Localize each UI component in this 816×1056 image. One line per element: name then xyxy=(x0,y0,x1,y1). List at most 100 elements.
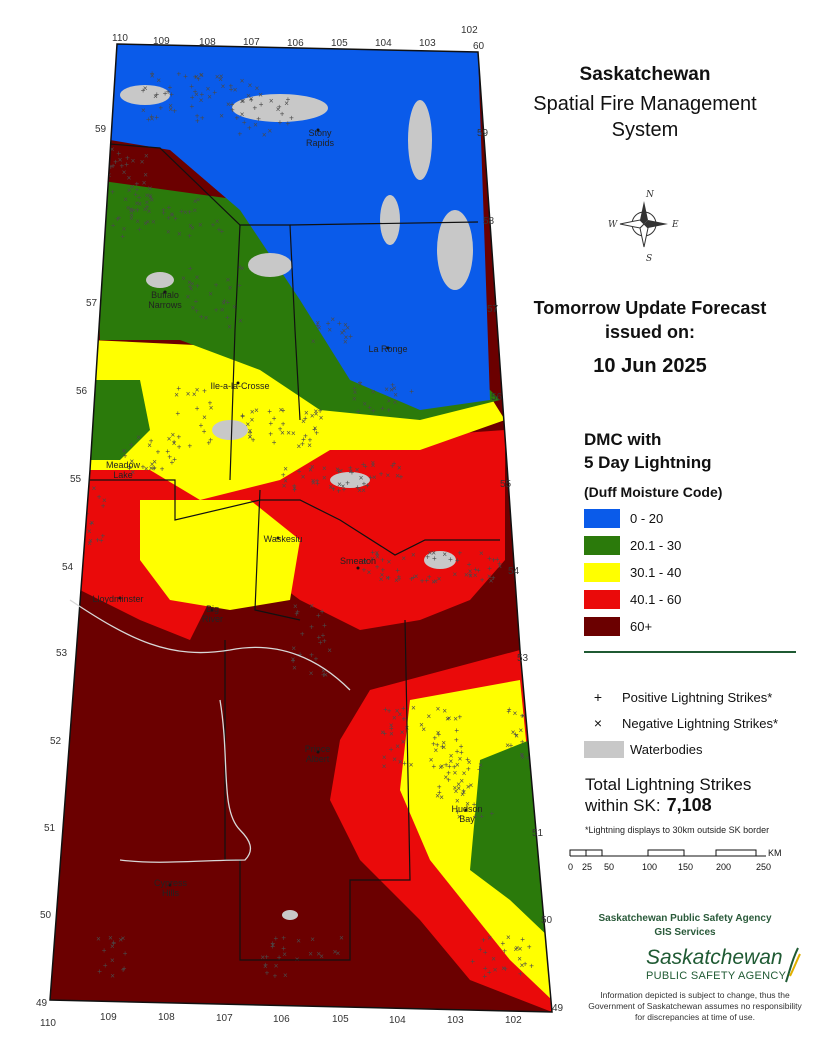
lightning-strike-mark: + xyxy=(392,459,397,468)
lightning-strike-mark: × xyxy=(444,773,449,782)
lightning-strike-mark: × xyxy=(220,305,225,314)
lightning-strike-mark: × xyxy=(134,199,139,208)
lightning-strike-mark: + xyxy=(447,762,452,771)
lightning-strike-mark: + xyxy=(533,714,538,723)
province-border xyxy=(49,43,553,1013)
lightning-strike-mark: × xyxy=(379,575,384,584)
lightning-strike-mark: × xyxy=(517,955,522,964)
lightning-strike-mark: × xyxy=(339,933,344,942)
lightning-strike-mark: × xyxy=(255,84,260,93)
lightning-strike-mark: × xyxy=(122,168,127,177)
lightning-strike-mark: × xyxy=(90,182,95,191)
lightning-strike-mark: × xyxy=(362,399,367,408)
lightning-strike-mark: × xyxy=(263,962,268,971)
lightning-strike-mark: × xyxy=(382,753,387,762)
scale-label: 100 xyxy=(642,862,657,872)
lightning-strike-mark: × xyxy=(465,799,470,808)
lightning-strike-mark: × xyxy=(519,726,524,735)
lightning-strike-mark: × xyxy=(454,787,459,796)
lightning-strike-mark: + xyxy=(95,535,100,544)
lightning-strike-mark: + xyxy=(167,453,172,462)
lightning-strike-mark: × xyxy=(333,947,338,956)
lightning-strike-mark: × xyxy=(433,577,438,586)
lightning-strike-mark: × xyxy=(246,420,251,429)
lightning-strike-mark: × xyxy=(240,110,245,119)
lightning-strike-mark: × xyxy=(437,575,442,584)
lightning-strike-mark: + xyxy=(314,429,319,438)
lightning-strike-mark: + xyxy=(187,231,192,240)
dmc-zone-20-30-east xyxy=(470,740,552,940)
lightning-strike-mark: × xyxy=(493,965,498,974)
lightning-strike-mark: + xyxy=(211,221,216,230)
lightning-strike-mark: × xyxy=(145,191,150,200)
lightning-strike-mark: × xyxy=(95,156,100,165)
lightning-strike-mark: + xyxy=(331,484,336,493)
lightning-strike-mark: + xyxy=(267,407,272,416)
compass-s: S xyxy=(646,254,652,264)
legend-swatch xyxy=(584,509,620,528)
lightning-strike-mark: × xyxy=(193,197,198,206)
lon-label-top: 105 xyxy=(331,38,348,49)
lightning-strike-mark: + xyxy=(397,572,402,581)
lightning-strike-mark: × xyxy=(453,784,458,793)
lightning-strike-mark: × xyxy=(387,557,392,566)
lightning-strike-mark: + xyxy=(312,425,317,434)
lightning-strike-mark: + xyxy=(350,468,355,477)
lightning-strike-mark: + xyxy=(189,82,194,91)
lightning-strike-mark: + xyxy=(520,712,525,721)
lightning-strike-mark: + xyxy=(264,953,269,962)
lightning-strike-mark: × xyxy=(511,728,516,737)
lightning-strike-mark: × xyxy=(283,464,288,473)
lightning-strike-mark: × xyxy=(321,667,326,676)
lightning-strike-mark: × xyxy=(144,151,149,160)
lightning-strike-mark: × xyxy=(293,602,298,611)
place-label: Stony Rapids xyxy=(305,128,334,148)
lightning-strike-mark: + xyxy=(459,748,464,757)
scale-label: 200 xyxy=(716,862,731,872)
lightning-strike-mark: × xyxy=(371,459,376,468)
lightning-strike-mark: + xyxy=(99,536,104,545)
lightning-strike-mark: × xyxy=(375,553,380,562)
lightning-strike-mark: + xyxy=(432,762,437,771)
lightning-strike-mark: × xyxy=(142,178,147,187)
lightning-strike-mark: × xyxy=(195,273,200,282)
waterbody-swatch xyxy=(584,741,624,758)
lightning-strike-mark: × xyxy=(520,961,525,970)
lightning-strike-mark: × xyxy=(520,751,525,760)
lightning-strike-mark: + xyxy=(402,759,407,768)
lightning-strike-mark: × xyxy=(467,758,472,767)
lightning-strike-mark: + xyxy=(520,935,525,944)
lightning-strike-mark: × xyxy=(515,944,520,953)
lightning-strike-mark: × xyxy=(370,555,375,564)
lightning-strike-mark: + xyxy=(375,550,380,559)
lightning-strike-mark: + xyxy=(117,214,122,223)
disclaimer: Information depicted is subject to chang… xyxy=(588,990,802,1022)
lightning-strike-mark: + xyxy=(409,387,414,396)
lightning-strike-mark: + xyxy=(402,714,407,723)
lightning-strike-mark: × xyxy=(322,474,327,483)
lightning-strike-mark: × xyxy=(149,464,154,473)
lightning-strike-mark: × xyxy=(453,768,458,777)
lightning-strike-mark: + xyxy=(477,765,482,774)
lightning-strike-mark: + xyxy=(110,188,115,197)
lightning-strike-mark: + xyxy=(383,705,388,714)
lightning-strike-mark: + xyxy=(102,946,107,955)
lightning-strike-mark: × xyxy=(506,933,511,942)
lightning-strike-mark: + xyxy=(272,414,277,423)
lightning-strike-mark: + xyxy=(529,961,534,970)
lightning-strike-mark: × xyxy=(466,783,471,792)
lat-label-right: 53 xyxy=(517,653,529,664)
lightning-strike-mark: + xyxy=(487,554,492,563)
lightning-strike-mark: + xyxy=(458,712,463,721)
lightning-strike-mark: × xyxy=(395,471,400,480)
lightning-strike-mark: + xyxy=(387,406,392,415)
lightning-strike-mark: × xyxy=(431,578,436,587)
lightning-strike-mark: × xyxy=(455,760,460,769)
lightning-strike-mark: + xyxy=(345,478,350,487)
agency-logo: Saskatchewan PUBLIC SAFETY AGENCY xyxy=(636,946,806,986)
lightning-strike-mark: + xyxy=(520,738,525,747)
lightning-strike-mark: + xyxy=(202,386,207,395)
lightning-strike-mark: + xyxy=(229,85,234,94)
lightning-strike-mark: × xyxy=(274,962,279,971)
lightning-strike-mark: + xyxy=(455,747,460,756)
